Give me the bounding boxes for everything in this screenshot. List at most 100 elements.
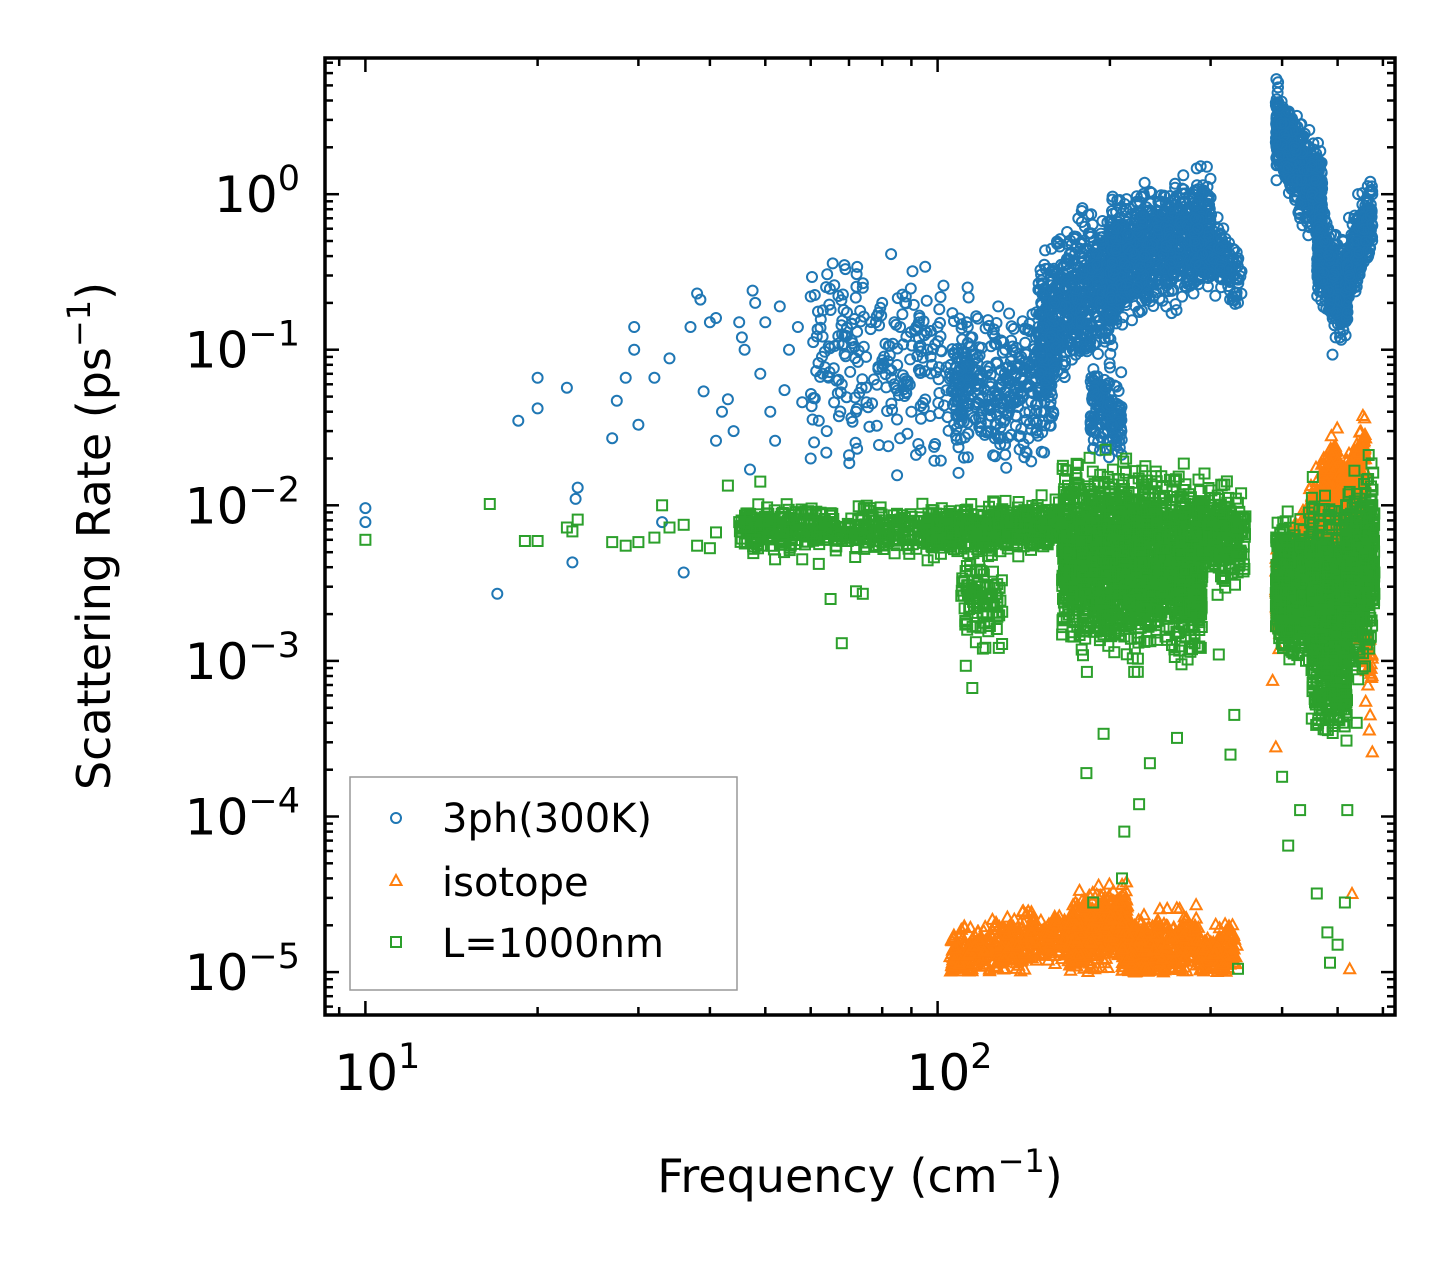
3ph(300K)-point-1209: [1102, 323, 1115, 336]
3ph(300K)-point-1481: [1098, 373, 1111, 386]
3ph(300K)-point-988: [1082, 208, 1095, 221]
3ph(300K)-point-1283: [1035, 306, 1048, 319]
3ph(300K)-point-588: [988, 330, 1001, 343]
3ph(300K)-point-126: [816, 350, 828, 363]
3ph(300K)-point-204: [828, 396, 841, 409]
3ph(300K)-point-242: [912, 438, 925, 450]
3ph(300K)-point-585: [944, 358, 957, 371]
3ph(300K)-point-100: [934, 454, 947, 467]
3ph(300K)-point-1459: [1115, 366, 1128, 379]
3ph(300K)-point-1505: [1177, 169, 1190, 182]
3ph(300K)-point-1327: [1077, 302, 1090, 315]
3ph(300K)-point-1291: [1061, 335, 1073, 348]
3ph(300K)-point-191: [812, 357, 825, 369]
3ph(300K)-point-200: [952, 466, 965, 479]
3ph(300K)-point-625: [953, 364, 966, 377]
3ph(300K)-point-626: [1009, 383, 1022, 396]
3ph(300K)-point-587: [1017, 438, 1030, 450]
3ph(300K)-point-986: [1042, 390, 1055, 403]
3ph(300K)-point-1219: [1075, 216, 1088, 228]
3ph(300K)-point-1127: [1058, 259, 1070, 272]
3ph(300K)-point-1489: [1104, 398, 1117, 411]
3ph(300K)-point-94: [914, 444, 927, 457]
3ph(300K)-point-248: [879, 368, 892, 381]
3ph(300K)-point-193: [925, 367, 937, 380]
3ph(300K)-point-156: [826, 257, 839, 270]
3ph(300K)-point-95: [836, 288, 849, 301]
3ph(300K)-point-1335: [1036, 351, 1049, 364]
3ph(300K)-point-52: [904, 353, 917, 366]
3ph(300K)-point-859: [1032, 384, 1045, 397]
3ph(300K)-point-1287: [1034, 283, 1046, 296]
3ph(300K)-point-638: [1035, 405, 1048, 418]
3ph(300K)-point-393: [961, 451, 974, 464]
3ph(300K)-point-544: [1013, 394, 1026, 406]
3ph(300K)-point-1325: [1048, 364, 1061, 376]
3ph(300K)-point-1333: [1103, 357, 1116, 370]
3ph(300K)-point-198: [914, 400, 927, 412]
3ph(300K)-point-236: [898, 372, 911, 385]
3ph(300K)-point-1677: [1169, 177, 1182, 190]
3ph(300K)-point-39: [860, 396, 873, 409]
3ph(300K)-point-406: [961, 320, 974, 333]
3ph(300K)-point-79: [821, 268, 834, 281]
3ph(300K)-point-384: [957, 451, 970, 464]
3ph(300K)-point-605: [1005, 334, 1018, 347]
3ph(300K)-point-1491: [1104, 361, 1116, 374]
3ph(300K)-point-377: [984, 368, 997, 381]
3ph(300K)-point-1478: [1113, 441, 1126, 454]
3ph(300K)-point-1326: [1058, 283, 1071, 296]
3ph(300K)-point-1331: [1055, 298, 1068, 311]
3ph(300K)-point-168: [932, 373, 945, 386]
3ph(300K)-point-816: [1092, 347, 1104, 360]
3ph(300K)-point-1332: [1090, 247, 1103, 260]
3ph(300K)-point-1143: [1051, 237, 1064, 250]
3ph(300K)-point-195: [881, 405, 894, 417]
3ph(300K)-point-1054: [1063, 337, 1076, 350]
3ph(300K)-point-567: [1025, 423, 1038, 436]
3ph(300K)-point-192: [896, 308, 909, 321]
3ph(300K)-point-77: [851, 442, 864, 455]
3ph(300K)-point-1473: [1112, 385, 1125, 397]
3ph(300K)-point-252: [932, 335, 944, 348]
3ph(300K)-point-87: [866, 397, 879, 410]
3ph(300K)-point-604: [970, 396, 983, 409]
3ph(300K)-point-139: [928, 440, 941, 453]
3ph(300K)-point-1334: [1084, 335, 1097, 348]
3ph(300K)-point-624: [982, 425, 994, 438]
3ph(300K)-point-194: [891, 469, 904, 482]
3ph(300K)-point-533: [958, 431, 971, 444]
3ph(300K)-point-1110: [1058, 359, 1071, 372]
3ph(300K)-point-23: [850, 280, 863, 293]
3ph(300K)-point-607: [1043, 419, 1056, 432]
3ph(300K)-point-566: [967, 411, 980, 424]
3ph(300K)-point-601: [970, 378, 983, 391]
3ph(300K)-point-82: [933, 361, 945, 374]
3ph(300K)-point-186: [814, 370, 827, 383]
3ph(300K)-point-449: [1005, 320, 1018, 333]
3ph(300K)-point-163: [860, 381, 873, 394]
3ph(300K)-point-135: [932, 396, 945, 409]
3ph(300K)-point-172: [933, 303, 946, 316]
3ph(300K)-point-1255: [1050, 349, 1063, 362]
3ph(300K)-point-112: [849, 391, 862, 404]
3ph(300K)-point-167: [843, 457, 856, 470]
3ph(300K)-point-453: [1003, 307, 1016, 320]
3ph(300K)-point-253: [846, 415, 859, 428]
3ph(300K)-point-546: [995, 378, 1008, 391]
3ph(300K)-point-109: [937, 279, 950, 292]
3ph(300K)-point-1212: [1092, 314, 1105, 327]
3ph(300K)-point-246: [912, 363, 925, 376]
3ph(300K)-point-124: [891, 413, 903, 426]
3ph(300K)-point-573: [1023, 417, 1036, 430]
3ph(300K)-point-1330: [1077, 276, 1090, 289]
3ph(300K)-point-545: [992, 300, 1005, 313]
3ph(300K)-point-507: [982, 314, 994, 327]
3ph(300K)-point-1321: [1047, 301, 1060, 314]
3ph(300K)-point-196: [806, 413, 819, 426]
3ph(300K)-point-1298: [1070, 241, 1082, 254]
3ph(300K)-point-557: [1009, 370, 1021, 383]
3ph(300K)-point-590: [998, 385, 1011, 398]
3ph(300K)-point-137: [850, 268, 863, 281]
3ph(300K)-point-547: [955, 322, 968, 335]
